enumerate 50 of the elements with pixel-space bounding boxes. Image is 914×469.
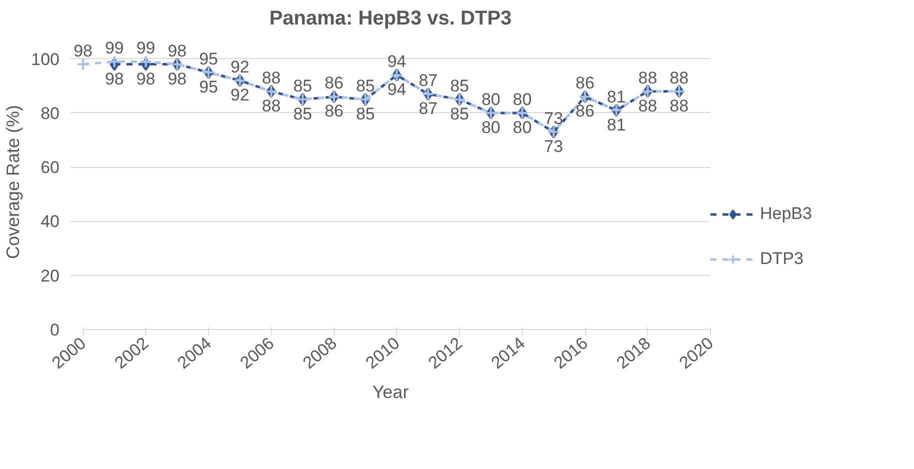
data-label: 98 (168, 41, 187, 60)
y-tick-label: 40 (40, 212, 60, 232)
x-axis-title: Year (372, 382, 409, 402)
chart-title: Panama: HepB3 vs. DTP3 (269, 8, 512, 30)
data-label: 87 (418, 99, 438, 118)
data-label: 86 (324, 74, 344, 93)
data-label: 88 (262, 96, 281, 116)
data-label: 88 (638, 68, 658, 88)
y-tick-label: 20 (40, 266, 60, 286)
data-label: 98 (136, 69, 156, 88)
data-label: 81 (606, 115, 626, 134)
data-label: 85 (293, 104, 312, 124)
data-label: 85 (450, 76, 469, 96)
data-label: 85 (356, 104, 375, 124)
data-label: 80 (512, 90, 532, 109)
data-label: 86 (324, 102, 344, 121)
data-label: 98 (74, 41, 93, 60)
data-label: 94 (387, 52, 406, 72)
data-label: 88 (670, 68, 689, 88)
data-label: 85 (356, 76, 375, 96)
data-label: 85 (293, 76, 312, 96)
data-label: 80 (481, 90, 500, 109)
data-label: 88 (262, 68, 281, 88)
data-label: 87 (418, 71, 438, 90)
legend-label: HepB3 (760, 204, 812, 224)
y-tick-label: 80 (40, 104, 60, 123)
y-tick-label: 100 (31, 50, 60, 69)
data-label: 86 (576, 74, 594, 93)
data-label: 94 (387, 80, 406, 100)
y-axis-title: Coverage Rate (%) (3, 104, 24, 260)
data-label: 92 (230, 58, 250, 77)
data-label: 99 (136, 38, 156, 58)
data-label: 73 (544, 108, 564, 128)
data-label: 85 (450, 104, 469, 124)
data-label: 80 (512, 118, 532, 137)
y-tick-label: 0 (50, 320, 60, 340)
legend-label: DTP3 (760, 249, 804, 269)
data-label: 95 (199, 49, 218, 68)
data-label: 98 (168, 69, 187, 88)
data-label: 95 (199, 77, 218, 96)
data-label: 88 (670, 96, 689, 116)
data-label: 88 (638, 96, 658, 116)
y-tick-label: 60 (40, 158, 60, 178)
data-label: 98 (104, 69, 124, 88)
data-label: 92 (230, 86, 250, 105)
data-label: 86 (576, 102, 594, 121)
data-label: 81 (606, 87, 626, 106)
data-label: 73 (544, 136, 564, 156)
data-label: 99 (104, 38, 124, 58)
data-label: 80 (481, 118, 500, 137)
